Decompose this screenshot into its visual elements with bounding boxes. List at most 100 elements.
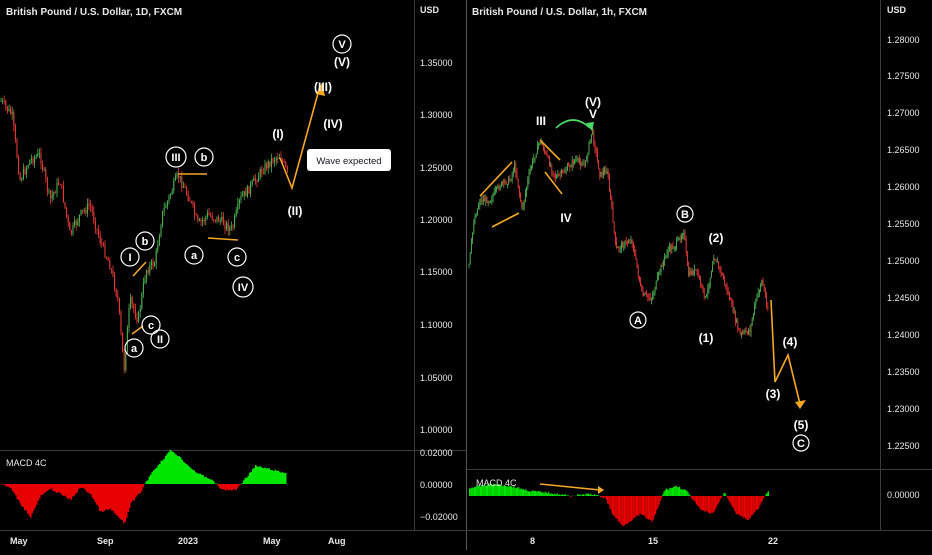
- macd-bar: [565, 494, 566, 496]
- macd-bar: [231, 484, 233, 491]
- macd-bar: [81, 484, 83, 488]
- candle-body: [524, 200, 525, 206]
- left-price-tick: 1.00000: [420, 425, 453, 435]
- macd-bar: [643, 496, 644, 515]
- right-price-tick: 1.23500: [887, 367, 920, 377]
- macd-bar: [257, 466, 259, 484]
- macd-bar: [53, 484, 55, 491]
- left-macd-tick: 0.02000: [420, 448, 453, 458]
- right-price-axis: 1.28000 1.27500 1.27000 1.26500 1.26000 …: [887, 35, 920, 500]
- macd-bar: [32, 484, 34, 513]
- macd-bar: [749, 496, 750, 519]
- macd-bar: [152, 472, 154, 484]
- candle-body: [16, 140, 17, 158]
- candle-body: [148, 270, 149, 272]
- candle-body: [638, 267, 639, 276]
- wave-label-B: B: [681, 209, 689, 221]
- macd-bar: [24, 484, 26, 510]
- candle-body: [573, 161, 574, 164]
- macd-bar: [620, 496, 621, 524]
- candle-body: [509, 178, 510, 180]
- macd-bar: [707, 496, 708, 511]
- right-x-tick: 8: [530, 536, 535, 546]
- candle-body: [711, 272, 712, 278]
- candle-body: [72, 225, 73, 233]
- candle-body: [550, 166, 551, 167]
- candle-body: [545, 152, 546, 153]
- macd-bar: [239, 484, 241, 485]
- candle-body: [569, 166, 570, 168]
- candle-body: [518, 179, 519, 187]
- candle-body: [124, 352, 125, 370]
- macd-bar: [559, 494, 560, 496]
- candle-body: [553, 171, 554, 173]
- macd-bar: [51, 484, 53, 489]
- macd-bar: [93, 484, 95, 499]
- macd-bar: [150, 475, 152, 484]
- candle-body: [572, 161, 573, 167]
- candle-body: [649, 297, 650, 298]
- candle-body: [248, 186, 249, 194]
- candle-body: [4, 101, 5, 102]
- candle-body: [494, 191, 495, 195]
- candle-body: [705, 296, 706, 297]
- candle-body: [247, 186, 248, 197]
- macd-bar: [607, 496, 608, 503]
- macd-bar: [613, 496, 614, 516]
- macd-bar: [560, 495, 561, 496]
- candle-body: [159, 236, 160, 246]
- wave-label-a: a: [191, 250, 198, 262]
- candle-body: [625, 241, 626, 246]
- candle-body: [555, 175, 556, 178]
- left-macd-tick: 0.00000: [420, 480, 453, 490]
- macd-bar: [168, 452, 170, 484]
- macd-bar: [56, 484, 58, 493]
- macd-bar: [567, 495, 568, 496]
- candle-body: [627, 241, 628, 243]
- macd-bar: [698, 496, 699, 507]
- candle-body: [242, 196, 243, 197]
- wave-line: [492, 213, 519, 227]
- candle-body: [680, 238, 681, 240]
- candle-body: [715, 259, 716, 260]
- macd-bar: [704, 496, 705, 512]
- candle-body: [68, 216, 69, 222]
- wave-line: [208, 238, 238, 240]
- macd-bar: [605, 496, 606, 497]
- candle-body: [650, 298, 651, 300]
- macd-bar: [90, 484, 92, 494]
- candle-body: [620, 248, 621, 249]
- macd-bar: [631, 496, 632, 521]
- candle-body: [591, 134, 592, 139]
- candle-body: [487, 198, 488, 203]
- candle-body: [689, 271, 690, 275]
- macd-bar: [725, 493, 726, 496]
- left-price-tick: 1.10000: [420, 320, 453, 330]
- candle-body: [120, 312, 121, 332]
- left-price-tick: 1.25000: [420, 163, 453, 173]
- candle-body: [266, 164, 267, 169]
- candle-body: [746, 330, 747, 332]
- macd-bar: [624, 496, 625, 526]
- macd-bar: [249, 473, 251, 484]
- macd-bar: [80, 484, 82, 488]
- macd-bar: [188, 466, 190, 484]
- macd-bar: [699, 496, 700, 509]
- candle-body: [753, 314, 754, 319]
- left-price-tick: 1.35000: [420, 58, 453, 68]
- macd-bar: [679, 487, 680, 496]
- wave-label-paren-V: (V): [334, 55, 350, 69]
- macd-bar: [663, 491, 664, 496]
- macd-bar: [62, 484, 64, 495]
- candle-body: [496, 187, 497, 190]
- macd-bar: [662, 494, 663, 496]
- macd-bar: [207, 478, 209, 484]
- macd-bar: [668, 490, 669, 496]
- macd-bar: [108, 484, 110, 510]
- candle-body: [617, 247, 618, 248]
- macd-bar: [680, 489, 681, 496]
- candle-body: [580, 162, 581, 165]
- macd-bar: [206, 477, 208, 484]
- candle-body: [471, 241, 472, 252]
- candle-body: [646, 294, 647, 295]
